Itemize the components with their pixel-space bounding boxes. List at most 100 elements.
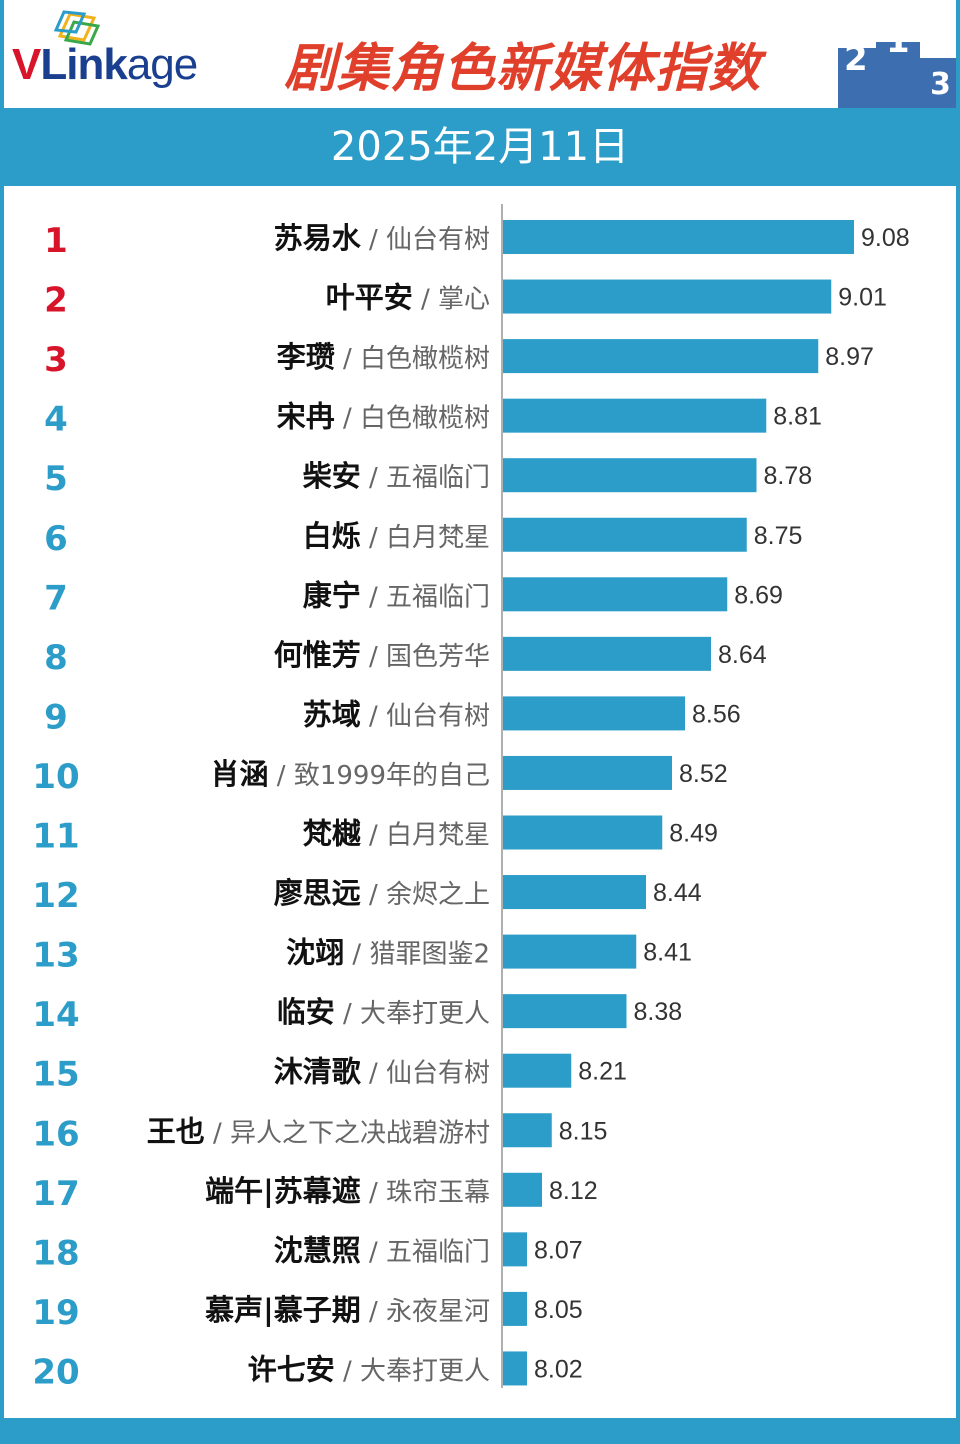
bar-14 [503,994,627,1029]
vlinkage-logo: VLinkage [12,40,198,90]
role-name: 沐清歌 [274,1055,362,1089]
value-label-4: 8.81 [773,403,822,431]
role-name: 苏域 [303,697,361,731]
row-label-17: 端午|苏幕遮 / 珠帘玉幕 [205,1174,490,1208]
rank-label-18: 18 [32,1233,79,1273]
role-name: 白烁 [303,519,361,553]
row-label-10: 肖涵 / 致1999年的自己 [211,757,490,791]
value-label-5: 8.78 [764,462,813,490]
bar-7 [503,577,728,612]
rank-label-3: 3 [44,340,68,380]
rank-label-5: 5 [44,459,68,499]
value-label-7: 8.69 [734,581,783,609]
bar-17 [503,1172,542,1207]
rank-label-17: 17 [32,1174,79,1214]
value-label-15: 8.21 [578,1058,627,1086]
rank-label-13: 13 [32,936,79,976]
rank-label-19: 19 [32,1293,79,1333]
row-label-20: 许七安 / 大奉打更人 [248,1352,490,1386]
header: VLinkage 剧集角色新媒体指数 2 1 3 [0,0,960,108]
value-label-20: 8.02 [534,1355,583,1383]
rank-label-11: 11 [32,817,79,857]
role-name: 许七安 [248,1352,335,1386]
podium-label-3: 3 [930,67,951,102]
drama-name: / 五福临门 [361,582,490,612]
role-name: 王也 [147,1114,205,1148]
rank-label-15: 15 [32,1055,79,1095]
value-label-16: 8.15 [559,1117,608,1145]
logo-age-text: age [126,40,198,89]
logo-mark-icon [54,10,101,46]
rank-label-8: 8 [44,638,68,678]
role-name: 临安 [277,995,335,1029]
role-name: 廖思远 [274,876,361,910]
bar-12 [503,875,646,910]
bar-2 [503,279,832,314]
row-label-18: 沈慧照 / 五福临门 [274,1233,490,1267]
value-label-1: 9.08 [861,224,910,252]
rank-label-14: 14 [32,995,79,1035]
drama-name: / 余烬之上 [361,880,490,910]
role-name: 李瓒 [277,340,335,374]
rank-label-2: 2 [44,281,68,321]
bar-15 [503,1053,572,1088]
drama-name: / 大奉打更人 [335,999,490,1029]
rank-label-12: 12 [32,876,79,916]
row-label-8: 何惟芳 / 国色芳华 [274,638,490,672]
bar-13 [503,934,637,969]
drama-name: / 仙台有树 [361,225,490,255]
role-name: 康宁 [303,578,361,612]
chart-rows: 9.08 1 苏易水 / 仙台有树 9.01 2 叶平安 / 掌心 8.97 3 李瓒 / 白色… [32,220,910,1392]
drama-name: / 大奉打更人 [335,1356,490,1386]
row-label-4: 宋冉 / 白色橄榄树 [277,400,490,434]
value-label-3: 8.97 [825,343,874,371]
value-label-2: 9.01 [838,284,887,312]
row-label-2: 叶平安 / 掌心 [326,281,490,315]
bar-4 [503,398,767,433]
role-name: 沈翊 [286,936,344,970]
value-label-18: 8.07 [534,1236,583,1264]
bar-11 [503,815,663,850]
rank-label-16: 16 [32,1114,79,1154]
role-name: 何惟芳 [274,638,361,672]
bar-5 [503,458,757,493]
bar-10 [503,755,672,790]
drama-name: / 致1999年的自己 [269,761,490,791]
value-label-6: 8.75 [754,522,803,550]
role-name: 端午|苏幕遮 [205,1174,361,1208]
value-label-12: 8.44 [653,879,702,907]
bar-16 [503,1113,552,1148]
value-label-11: 8.49 [669,820,718,848]
drama-name: / 猎罪图鉴2 [344,940,490,970]
row-label-9: 苏域 / 仙台有树 [303,697,490,731]
value-label-8: 8.64 [718,641,767,669]
drama-name: / 五福临门 [361,463,490,493]
drama-name: / 异人之下之决战碧游村 [205,1118,490,1148]
row-label-3: 李瓒 / 白色橄榄树 [277,340,490,374]
bar-9 [503,696,685,731]
bottom-band [0,1418,960,1444]
drama-name: / 仙台有树 [361,701,490,731]
role-name: 叶平安 [326,281,413,315]
bar-18 [503,1232,527,1267]
rank-label-7: 7 [44,578,68,618]
podium-icon: 2 1 3 [838,21,956,108]
row-label-5: 柴安 / 五福临门 [303,459,490,493]
role-name: 沈慧照 [274,1233,361,1267]
value-label-13: 8.41 [643,939,692,967]
row-label-13: 沈翊 / 猎罪图鉴2 [286,936,490,970]
role-name: 柴安 [303,459,361,493]
drama-name: / 仙台有树 [361,1059,490,1089]
role-name: 苏易水 [274,221,362,255]
bar-19 [503,1291,527,1326]
logo-link-text: Link [40,40,127,89]
value-label-9: 8.56 [692,700,741,728]
rank-label-6: 6 [44,519,68,559]
value-label-10: 8.52 [679,760,728,788]
frame-right-border [956,0,960,1444]
bar-3 [503,339,819,374]
rank-label-10: 10 [32,757,79,797]
ranking-bar-chart: 9.08 1 苏易水 / 仙台有树 9.01 2 叶平安 / 掌心 8.97 3 李瓒 / 白色… [32,204,910,1392]
row-label-6: 白烁 / 白月梵星 [303,519,490,553]
drama-name: / 白色橄榄树 [335,344,490,374]
